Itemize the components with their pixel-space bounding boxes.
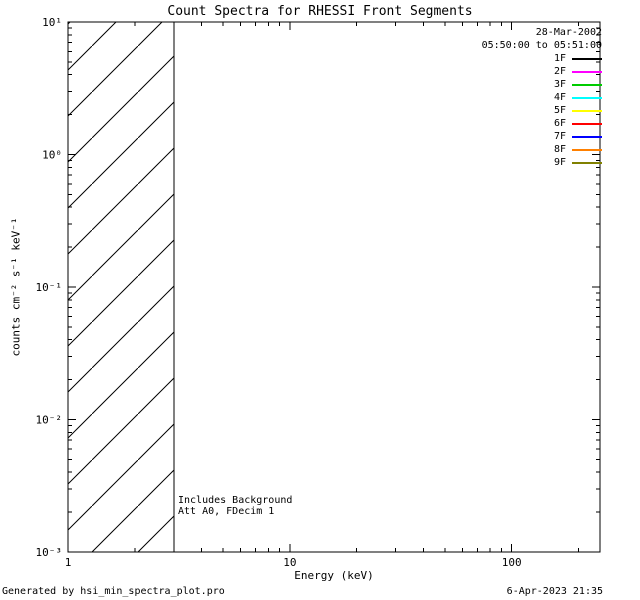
legend-row: 6F — [482, 117, 602, 130]
legend: 28-Mar-2002 05:50:00 to 05:51:00 1F 2F 3F 4… — [482, 26, 602, 169]
legend-entries: 1F 2F 3F 4F 5F 6F 7F 8F 9F — [482, 52, 602, 169]
x-tick-label: 10 — [283, 556, 296, 569]
legend-line-sample — [572, 57, 602, 60]
legend-line-sample — [572, 96, 602, 99]
legend-row: 7F — [482, 130, 602, 143]
legend-time-range: 05:50:00 to 05:51:00 — [481, 40, 602, 51]
legend-line-sample — [572, 161, 602, 164]
legend-line-sample — [572, 148, 602, 151]
legend-series-label: 2F — [553, 66, 566, 77]
y-tick-label: 10¹ — [42, 16, 62, 29]
legend-line-sample — [572, 83, 602, 86]
hatched-no-data-region — [67, 21, 175, 553]
legend-series-label: 4F — [553, 92, 566, 103]
x-tick-label: 1 — [65, 556, 72, 569]
x-axis-label: Energy (keV) — [294, 569, 374, 582]
legend-line-sample — [572, 109, 602, 112]
annotation-attenuator: Att A0, FDecim 1 — [178, 506, 275, 517]
legend-row: 2F — [482, 65, 602, 78]
legend-line-sample — [572, 122, 602, 125]
plot-annotations: Includes Background Att A0, FDecim 1 — [178, 495, 292, 517]
legend-series-label: 6F — [553, 118, 566, 129]
legend-series-label: 3F — [553, 79, 566, 90]
legend-series-label: 9F — [553, 157, 566, 168]
footer-generator: Generated by hsi_min_spectra_plot.pro — [2, 586, 225, 597]
y-tick-label: 10⁻¹ — [36, 281, 63, 294]
legend-date: 28-Mar-2002 — [535, 27, 602, 38]
legend-row: 3F — [482, 78, 602, 91]
legend-line-sample — [572, 70, 602, 73]
x-tick-label: 100 — [502, 556, 522, 569]
annotation-background: Includes Background — [178, 495, 293, 506]
legend-series-label: 8F — [553, 144, 566, 155]
legend-series-label: 1F — [553, 53, 566, 64]
legend-row: 8F — [482, 143, 602, 156]
legend-row: 9F — [482, 156, 602, 169]
y-tick-label: 10⁻² — [36, 414, 63, 427]
legend-row: 4F — [482, 91, 602, 104]
y-axis-label: counts cm⁻² s⁻¹ keV⁻¹ — [9, 217, 23, 357]
plot-frame — [67, 21, 601, 553]
legend-series-label: 5F — [553, 105, 566, 116]
legend-series-label: 7F — [553, 131, 566, 142]
footer-timestamp: 6-Apr-2023 21:35 — [506, 586, 603, 597]
y-tick-label: 10⁰ — [42, 149, 62, 162]
legend-row: 5F — [482, 104, 602, 117]
y-tick-label: 10⁻³ — [36, 546, 63, 559]
legend-row: 1F — [482, 52, 602, 65]
legend-line-sample — [572, 135, 602, 138]
chart-title: Count Spectra for RHESSI Front Segments — [167, 4, 473, 19]
